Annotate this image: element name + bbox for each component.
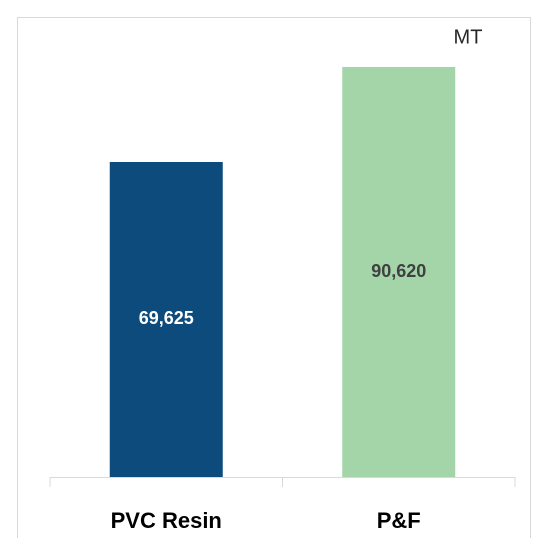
chart-frame	[17, 17, 531, 538]
x-tick-label: PVC Resin	[111, 508, 222, 533]
data-label: 90,620	[371, 261, 426, 281]
bar	[342, 67, 456, 477]
x-tick-label: P&F	[377, 508, 421, 533]
unit-annotation: MT	[454, 26, 483, 48]
bar	[109, 161, 223, 478]
data-label: 69,625	[139, 308, 194, 328]
